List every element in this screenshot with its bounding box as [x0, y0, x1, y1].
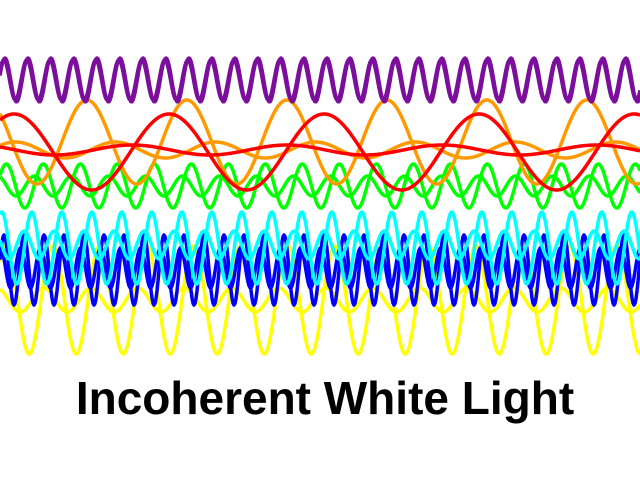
wave: [0, 246, 640, 290]
wave: [0, 112, 640, 192]
wave: [0, 162, 640, 210]
wave: [0, 143, 640, 157]
wave: [0, 98, 640, 186]
wave: [0, 140, 640, 160]
wave: [0, 210, 640, 286]
caption: Incoherent White Light: [76, 372, 574, 424]
wave: [0, 174, 640, 198]
waves: [0, 56, 640, 356]
wave: [0, 229, 640, 261]
wave: [0, 58, 640, 102]
wave: [0, 286, 640, 314]
